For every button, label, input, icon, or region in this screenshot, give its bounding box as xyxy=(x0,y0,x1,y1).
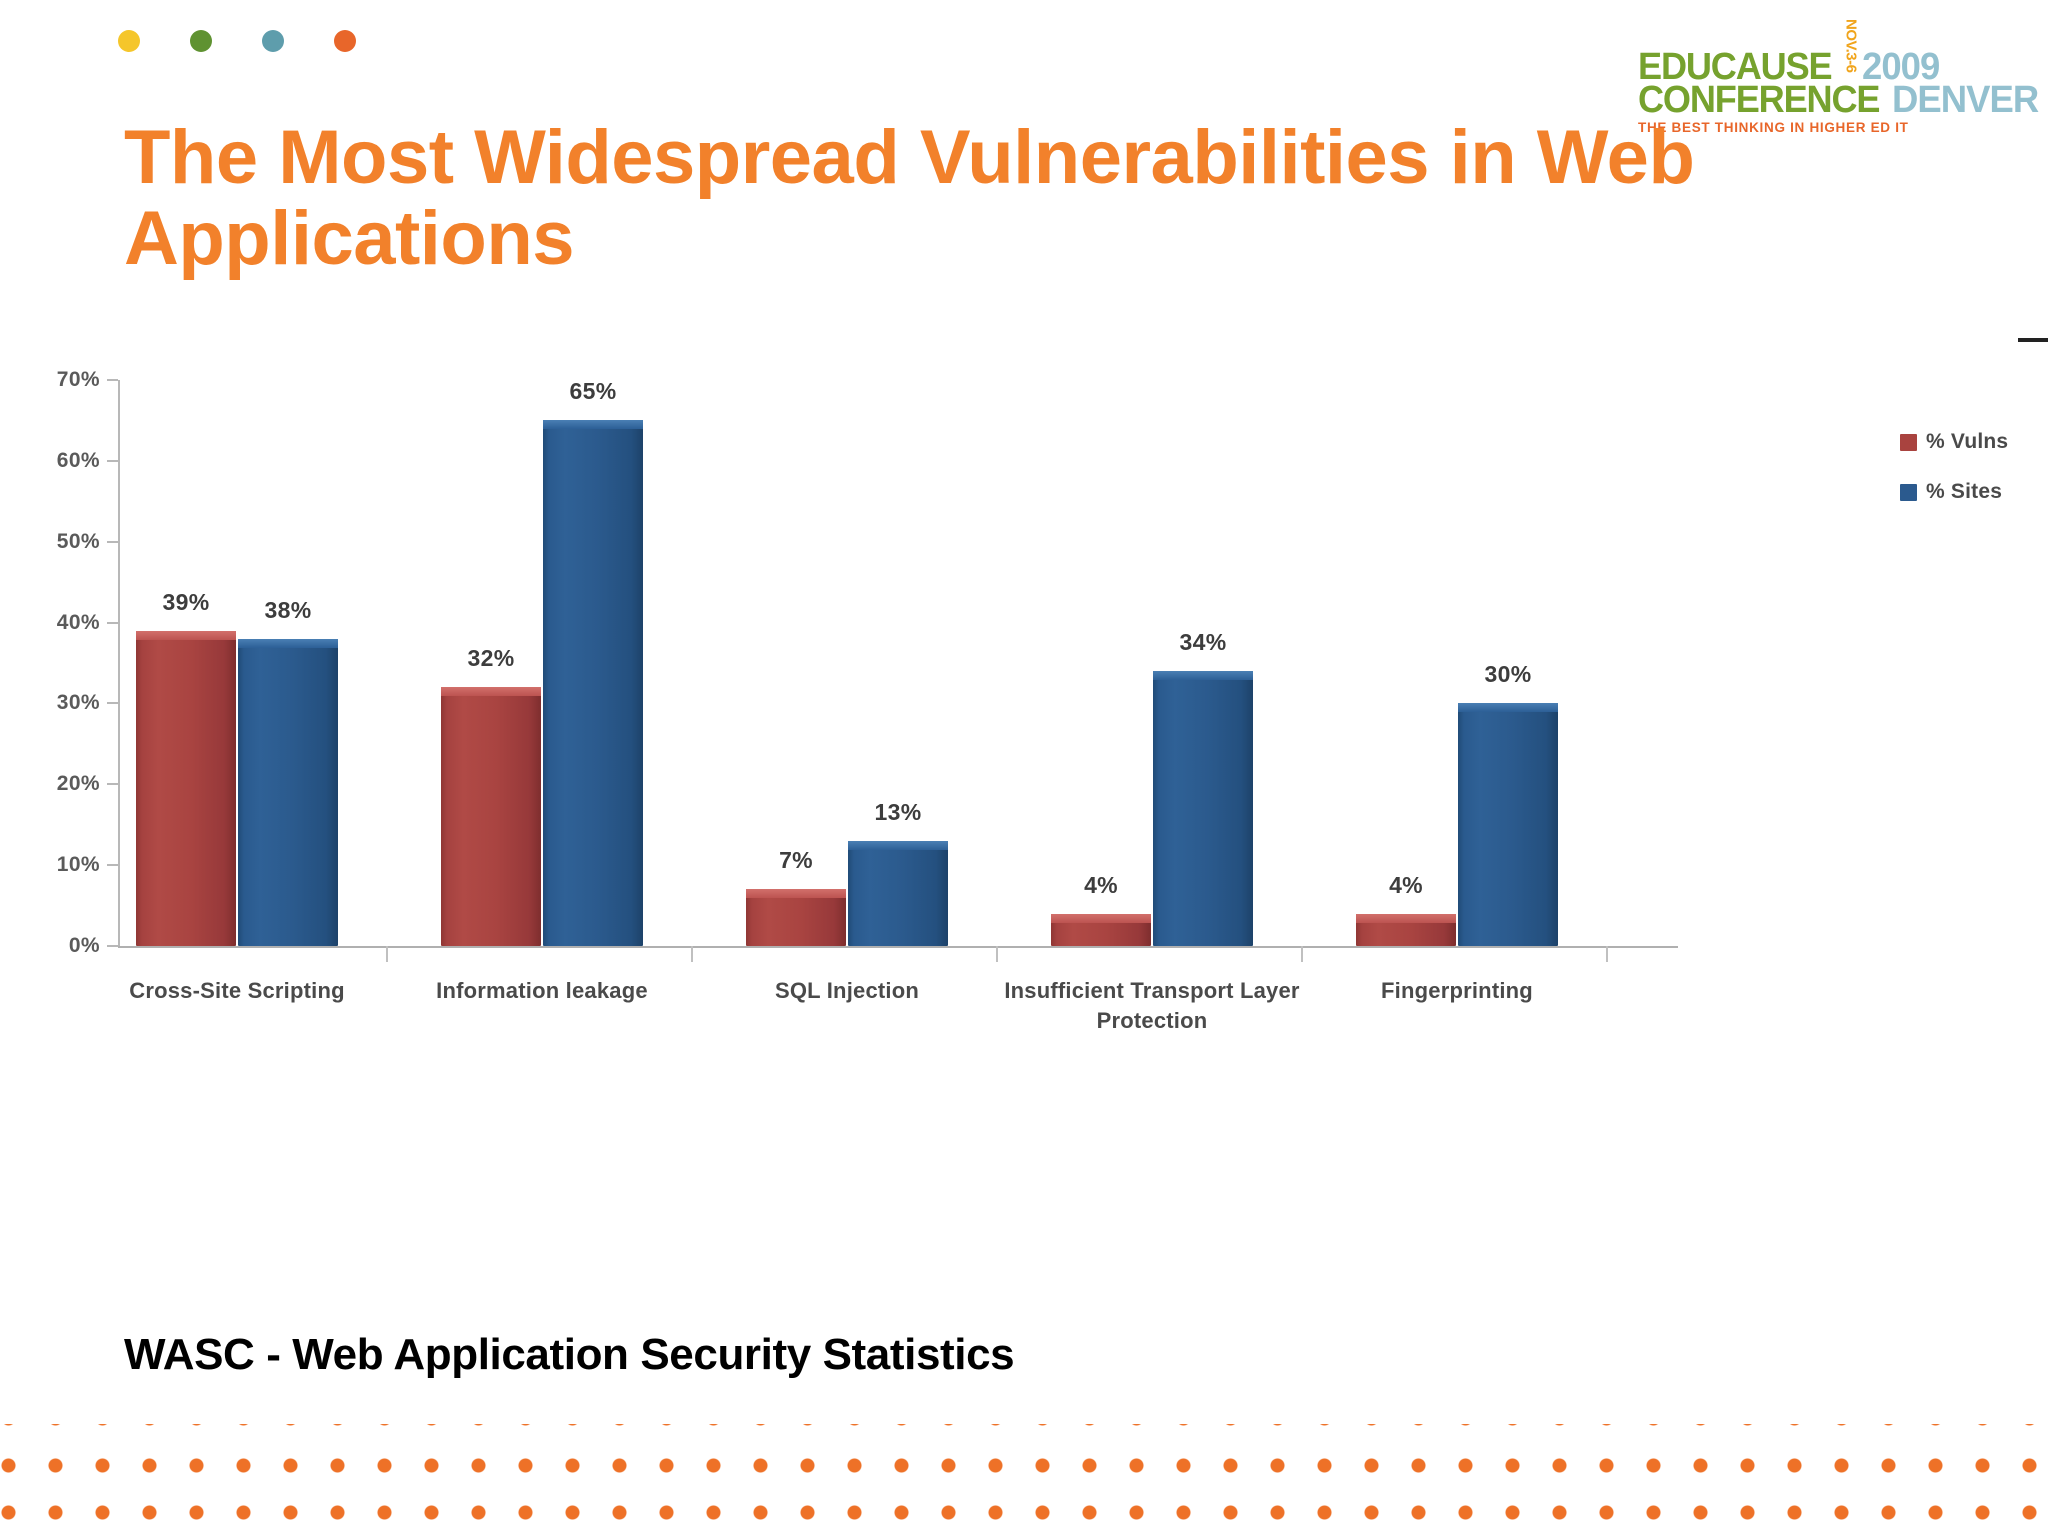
bar-top-highlight xyxy=(543,420,643,430)
legend-item: % Sites xyxy=(1900,480,2008,504)
bar-vulns xyxy=(136,630,236,946)
x-axis-category-label: Fingerprinting xyxy=(1381,978,1533,1003)
dot-teal-icon xyxy=(262,30,284,52)
x-axis-group-separator xyxy=(386,946,388,962)
legend-label: % Sites xyxy=(1926,480,2003,503)
logo-core: EDUCAUSE NOV.3-6 2009 CONFERENCE DENVER … xyxy=(1634,18,2048,135)
bar-top-highlight xyxy=(1153,671,1253,681)
logo-educause-text: EDUCAUSE xyxy=(1638,46,1833,88)
x-axis-group-separator xyxy=(1606,946,1608,962)
bar-value-label: 13% xyxy=(874,798,922,825)
chart-plot-area: 0% 10% 20% 30% 40% 50% 60% 70% 39% 38% Cross-Site … xyxy=(57,368,1868,1230)
dot-yellow-icon xyxy=(118,30,140,52)
logo-row-top: EDUCAUSE NOV.3-6 2009 xyxy=(1638,9,2044,88)
legend-label: % Vulns xyxy=(1926,430,2009,453)
bar-top-highlight xyxy=(238,638,338,648)
y-axis-tick-label: 40% xyxy=(56,610,100,634)
bar-top-highlight xyxy=(136,630,236,640)
bar-top-highlight xyxy=(848,840,948,850)
bar-top-highlight xyxy=(441,687,541,697)
y-axis-tick-mark xyxy=(107,945,118,947)
bar-sites xyxy=(848,840,948,946)
bar-value-label: 30% xyxy=(1484,661,1532,688)
y-axis-tick-mark xyxy=(107,783,118,786)
logo-tagline-text: THE BEST THINKING IN HIGHER ED IT xyxy=(1638,120,1909,136)
bar-vulns xyxy=(1356,913,1456,946)
legend-swatch-icon xyxy=(1900,483,1917,501)
bar-sites xyxy=(1153,671,1253,946)
bar-value-label: 7% xyxy=(779,847,813,874)
x-axis-group-separator xyxy=(691,946,693,962)
y-axis-tick-label: 30% xyxy=(56,691,100,715)
logo-city-text: DENVER xyxy=(1892,78,2039,121)
bar-top-highlight xyxy=(1051,913,1151,923)
y-axis-tick-label: 60% xyxy=(56,448,100,472)
bar-vulns xyxy=(1051,913,1151,946)
educause-conference-logo: EDUCAUSE NOV.3-6 2009 CONFERENCE DENVER … xyxy=(1634,18,2039,135)
bar-value-label: 39% xyxy=(162,588,210,615)
y-axis-tick-mark xyxy=(107,540,118,543)
x-axis-group-separator xyxy=(996,946,998,962)
bar-value-label: 4% xyxy=(1389,871,1423,898)
x-axis-group-separator xyxy=(1301,946,1303,962)
dot-green-icon xyxy=(190,30,212,52)
legend-item: % Vulns xyxy=(1900,430,2008,454)
dot-orange-icon xyxy=(334,30,356,52)
y-axis-line xyxy=(118,380,120,946)
y-axis-tick-label: 50% xyxy=(56,529,100,553)
logo-dates-text: NOV.3-6 xyxy=(1842,18,1860,73)
bar-top-highlight xyxy=(1356,913,1456,923)
chart-legend: % Vulns % Sites xyxy=(1900,430,2008,530)
bar-value-label: 32% xyxy=(467,645,515,672)
bar-vulns xyxy=(746,889,846,946)
y-axis-tick-mark xyxy=(107,379,118,381)
x-axis-category-label: Cross-Site Scripting xyxy=(129,978,345,1003)
legend-swatch-icon xyxy=(1900,433,1917,451)
top-decorative-dots xyxy=(118,30,356,52)
x-axis-line xyxy=(118,946,1678,948)
y-axis-tick-mark xyxy=(107,621,118,624)
vulnerability-bar-chart: 0% 10% 20% 30% 40% 50% 60% 70% 39% 38% Cross-Site … xyxy=(0,360,2048,1240)
x-axis-category-label: Information leakage xyxy=(436,978,648,1003)
bar-sites xyxy=(238,638,338,946)
x-axis-category-label: SQL Injection xyxy=(775,978,919,1003)
bar-top-highlight xyxy=(1458,703,1558,713)
bar-value-label: 38% xyxy=(264,596,312,623)
bar-vulns xyxy=(441,687,541,946)
bar-sites xyxy=(1458,703,1558,946)
y-axis-tick-label: 0% xyxy=(68,934,100,957)
y-axis-tick-mark xyxy=(107,864,118,867)
y-axis-tick-mark xyxy=(107,702,118,705)
x-axis-category-label: Insufficient Transport Layer Protection xyxy=(1004,978,1300,1033)
right-edge-marker xyxy=(2018,338,2048,342)
chart-source-caption: WASC - Web Application Security Statisti… xyxy=(124,1330,1015,1379)
bar-sites xyxy=(543,420,643,946)
bar-value-label: 4% xyxy=(1084,871,1118,898)
logo-year-text: 2009 xyxy=(1861,46,1940,88)
y-axis-tick-label: 70% xyxy=(56,368,100,391)
logo-conference-text: CONFERENCE xyxy=(1638,78,1880,121)
y-axis-tick-label: 10% xyxy=(56,853,100,877)
y-axis-tick-label: 20% xyxy=(56,772,100,796)
bar-value-label: 65% xyxy=(569,378,617,405)
page-title: The Most Widespread Vulnerabilities in W… xyxy=(124,115,1695,281)
y-axis-tick-mark xyxy=(107,459,118,462)
bottom-decorative-dot-band xyxy=(0,1424,2048,1536)
logo-row-bottom: CONFERENCE DENVER xyxy=(1638,78,2044,121)
bar-top-highlight xyxy=(746,889,846,899)
bar-value-label: 34% xyxy=(1179,629,1227,656)
